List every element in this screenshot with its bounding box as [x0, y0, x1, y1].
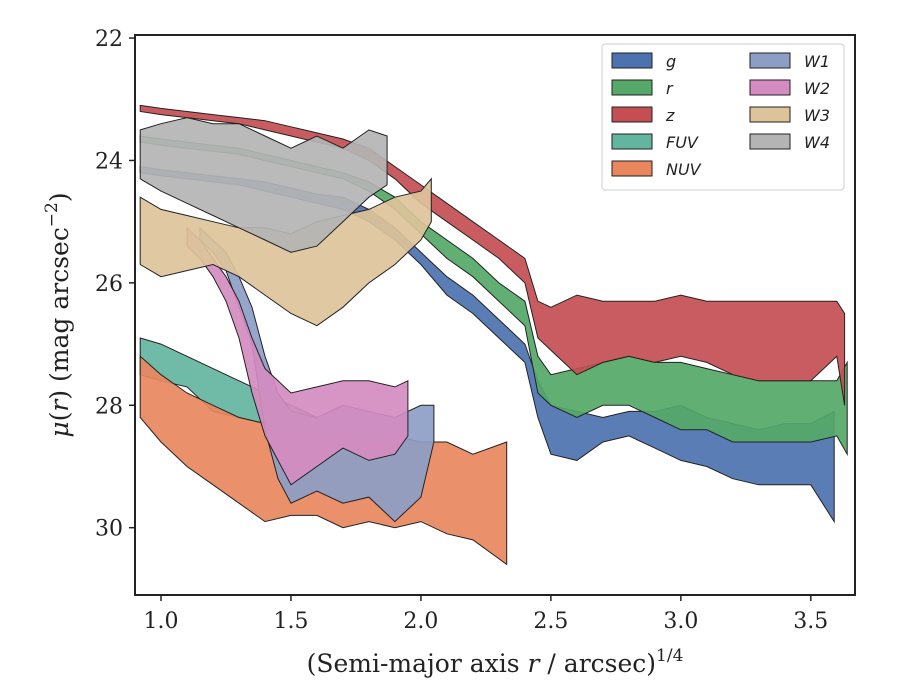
legend-swatch	[749, 79, 791, 96]
legend-swatch	[749, 106, 791, 123]
legend: grz FUV NUV W1 W2 W3 W4	[601, 43, 845, 191]
x-tick-label: 3.0	[663, 609, 698, 634]
band-layer	[139, 104, 848, 566]
y-tick-label: 28	[95, 394, 123, 419]
x-axis-label: (Semi-major axis r / arcsec)1/4	[307, 646, 684, 678]
y-axis: 22 24 26 28 30	[95, 27, 135, 542]
y-tick-label: 30	[95, 517, 123, 542]
legend-label: W2	[804, 79, 830, 98]
legend-label: W4	[804, 133, 830, 152]
legend-swatch	[611, 79, 653, 96]
y-tick-label: 24	[95, 149, 123, 174]
band-w2	[186, 226, 409, 486]
legend-swatch	[611, 106, 653, 123]
x-tick-label: 3.5	[793, 609, 828, 634]
legend-label: FUV	[666, 133, 699, 152]
band-w4	[139, 117, 388, 253]
legend-label: W3	[804, 106, 830, 125]
plot-frame	[134, 34, 856, 596]
legend-label: g	[666, 52, 676, 71]
legend-label: NUV	[666, 160, 702, 179]
legend-swatch	[611, 133, 653, 150]
x-tick-label: 1.0	[143, 609, 178, 634]
y-axis-label: μ(r) (mag arcsec−2)	[42, 192, 74, 437]
legend-swatch	[611, 160, 653, 177]
y-tick-label: 22	[95, 27, 123, 52]
y-tick-label: 26	[95, 272, 123, 297]
legend-swatch	[611, 52, 653, 69]
legend-swatch	[749, 133, 791, 150]
x-tick-label: 2.0	[403, 609, 438, 634]
legend-label: r	[666, 79, 674, 98]
legend-label: W1	[804, 52, 830, 71]
legend-swatch	[749, 52, 791, 69]
x-tick-label: 1.5	[273, 609, 308, 634]
x-axis: 1.0 1.5 2.0 2.5 3.0 3.5	[143, 595, 828, 634]
x-tick-label: 2.5	[533, 609, 568, 634]
legend-label: z	[665, 106, 675, 125]
